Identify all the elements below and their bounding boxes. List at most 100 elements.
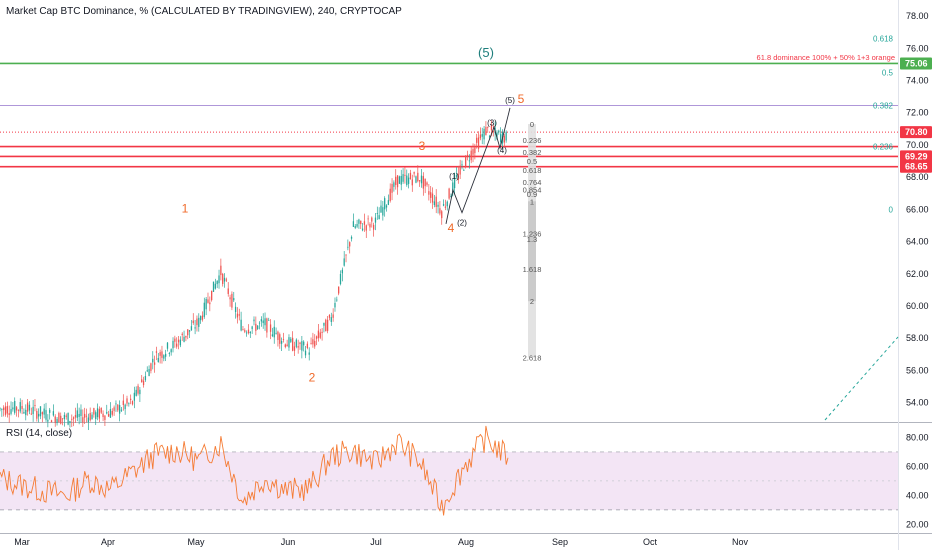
price-candle-body — [25, 409, 27, 416]
fib-retracement-label: 0.382 — [873, 102, 894, 111]
price-candle-body — [295, 339, 297, 347]
price-candle-body — [233, 298, 235, 301]
fib-ladder-label: 0.9 — [527, 190, 537, 199]
price-candle-body — [273, 326, 275, 338]
price-candle-body — [326, 319, 329, 331]
price-candle-body — [201, 315, 204, 320]
price-candle-body — [380, 205, 382, 213]
price-badge — [900, 160, 932, 173]
price-candle-body — [338, 286, 340, 294]
sub-wave-label: (5) — [505, 96, 515, 105]
price-badge-label: 70.80 — [905, 127, 928, 137]
price-candle-body — [279, 334, 281, 344]
price-candle-body — [304, 350, 307, 356]
price-candle-body — [286, 344, 288, 347]
rsi-axis-label: 40.00 — [906, 490, 929, 500]
price-candle-body — [249, 331, 251, 334]
price-candle-body — [198, 317, 200, 327]
price-candle-body — [361, 228, 364, 231]
price-candle-body — [271, 334, 274, 337]
price-candle-body — [126, 398, 128, 404]
price-candle-body — [10, 409, 12, 414]
price-candle-body — [490, 125, 493, 131]
price-candle-body — [334, 302, 336, 308]
price-candle-body — [102, 413, 104, 418]
price-candle-body — [141, 379, 143, 383]
price-candle-body — [413, 172, 415, 174]
price-candle-body — [498, 130, 500, 133]
price-candle-body — [98, 409, 101, 419]
price-candle-body — [341, 269, 343, 274]
price-axis-label: 78.00 — [906, 11, 929, 21]
price-candle-body — [499, 134, 502, 143]
price-candle-body — [411, 179, 413, 186]
price-candle-body — [115, 403, 117, 405]
price-candle-body — [159, 352, 161, 356]
price-candle-body — [431, 193, 434, 203]
price-candle-body — [398, 176, 401, 184]
price-candle-body — [244, 330, 246, 332]
price-candle-body — [150, 363, 152, 371]
price-candle-body — [74, 415, 77, 418]
fib-retracement-label: 0.236 — [873, 143, 894, 152]
price-candle-body — [323, 322, 325, 326]
price-candle-body — [441, 211, 443, 219]
price-candle-body — [356, 224, 358, 227]
dashed-trend-line[interactable] — [824, 336, 899, 421]
rsi-line — [0, 425, 509, 516]
price-candle-body — [229, 297, 231, 300]
sub-wave-label: (4) — [497, 146, 507, 155]
price-candle-body — [36, 411, 38, 419]
price-candle-body — [247, 329, 250, 334]
fib-ladder-label: 1.3 — [527, 235, 537, 244]
price-candle-body — [155, 351, 158, 353]
price-candle-body — [63, 414, 66, 420]
price-candle-body — [3, 407, 5, 411]
price-candle-body — [363, 221, 366, 225]
price-candle-body — [142, 380, 145, 386]
price-axis-label: 56.00 — [906, 365, 929, 375]
price-candle-body — [85, 415, 88, 417]
price-candle-body — [47, 419, 49, 422]
horizontal-levels — [0, 62, 898, 168]
price-candle-body — [457, 173, 459, 180]
price-candle-body — [194, 327, 196, 329]
price-candle-body — [187, 329, 189, 336]
price-candle-body — [69, 421, 71, 423]
price-candle-body — [330, 317, 332, 322]
time-axis-label: Nov — [732, 537, 749, 547]
price-badge — [900, 126, 932, 139]
price-candle-body — [240, 319, 242, 331]
price-candle-body — [428, 191, 430, 195]
fib-column-bar-dark — [528, 201, 536, 302]
price-candle-body — [382, 207, 384, 216]
rsi-axis-label: 60.00 — [906, 461, 929, 471]
price-candle-body — [161, 351, 163, 358]
price-candle-body — [214, 283, 216, 289]
price-candle-body — [505, 131, 507, 141]
price-candle-body — [317, 330, 320, 339]
price-candle-body — [50, 420, 53, 423]
price-candle-body — [284, 344, 286, 347]
price-axis-label: 70.00 — [906, 140, 929, 150]
price-candle-body — [293, 346, 296, 351]
fib-ladder-label: 0.764 — [523, 178, 542, 187]
price-candle-body — [144, 376, 147, 381]
price-candle-body — [0, 408, 1, 410]
price-candle-body — [439, 208, 441, 214]
price-candle-body — [280, 340, 283, 344]
price-candle-body — [203, 302, 205, 317]
price-candle-body — [104, 415, 106, 420]
price-axis: 78.00 76.00 74.00 72.00 70.00 68.00 66.00 64.00… — [900, 11, 932, 408]
price-candle-body — [407, 177, 410, 184]
price-candle-body — [483, 128, 485, 140]
price-candle-body — [406, 175, 408, 185]
price-candle-body — [290, 338, 292, 342]
price-candle-body — [1, 408, 3, 410]
price-candle-body — [459, 165, 461, 175]
price-candle-body — [461, 164, 463, 166]
price-candle-body — [72, 417, 75, 419]
price-candle-body — [372, 224, 375, 230]
